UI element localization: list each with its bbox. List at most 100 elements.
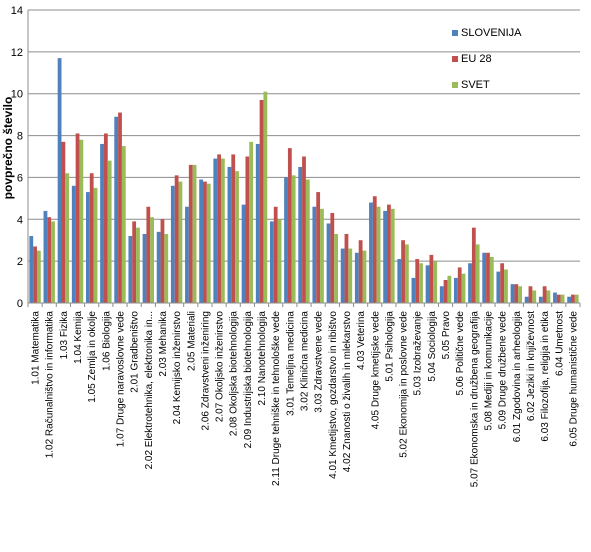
bar [471, 227, 476, 303]
bar [227, 166, 232, 303]
bar [156, 231, 161, 303]
bar [65, 173, 70, 303]
x-category-label: 2.03 Mehanika [158, 311, 169, 377]
x-category-label: 1.07 Druge naravoslovne vede [116, 311, 127, 448]
bar [401, 240, 405, 303]
bar [188, 164, 193, 303]
y-tick-label: 2 [17, 256, 23, 268]
bar [556, 294, 561, 303]
bar [61, 141, 66, 303]
bar [100, 143, 104, 303]
bar [468, 263, 472, 303]
bar [326, 223, 331, 303]
bar [71, 185, 76, 303]
bar [89, 173, 94, 303]
bar [358, 240, 363, 303]
x-category-label: 5.09 Druge družbene vede [498, 311, 509, 430]
bar [429, 254, 434, 303]
bar [107, 160, 112, 303]
bar [235, 171, 239, 303]
x-category-label: 5.08 Mediji in komunikacije [484, 311, 495, 431]
x-category-labels: 1.01 Matematika 1.02 Računalništvo in inf… [31, 311, 580, 488]
bar [170, 185, 175, 303]
bar [362, 250, 367, 303]
bar [344, 233, 349, 303]
bar [415, 259, 420, 303]
bar [443, 279, 448, 303]
bar [150, 217, 155, 303]
bar [136, 227, 140, 303]
x-category-label: 2.02 Elektrotehnika, elektronika in... [144, 311, 155, 469]
bar [43, 210, 48, 303]
x-category-label: 2.11 Druge tehniške in tehnološke vede [271, 311, 282, 486]
bar [121, 146, 126, 303]
x-category-label: 5.01 Psihologija [384, 311, 395, 382]
x-category-label: 2.07 Okoljsko inženirstvo [215, 311, 226, 423]
x-category-label: 1.03 Fizika [59, 311, 70, 360]
bar [93, 187, 98, 303]
bar [178, 181, 183, 303]
bar [241, 204, 246, 303]
bar [411, 277, 416, 303]
bar [546, 290, 551, 303]
x-category-label: 4.05 Druge kmetijske vede [370, 311, 381, 430]
bar [372, 196, 377, 303]
x-category-label: 1.02 Računalništvo in informatika [45, 311, 56, 459]
x-category-label: 3.01 Temeljna medicina [285, 311, 296, 416]
bar [217, 154, 221, 303]
bar [302, 156, 306, 303]
legend-label: SVET [461, 79, 490, 91]
x-category-label: 1.06 Biologija [101, 311, 112, 371]
bar [114, 116, 119, 304]
y-tick-label: 0 [17, 298, 23, 310]
bar [542, 286, 547, 303]
y-tick-labels: 0 2 4 6 8 10 12 14 [11, 5, 23, 310]
x-category-label: 5.07 Ekonomska in družbena geografija [469, 311, 480, 488]
bar [387, 204, 391, 303]
bar [199, 179, 204, 303]
axes [27, 10, 581, 307]
y-tick-label: 4 [17, 214, 23, 226]
y-tick-label: 8 [17, 131, 23, 143]
bar [206, 183, 211, 303]
x-category-label: 5.06 Politične vede [455, 311, 466, 396]
x-category-label: 2.06 Zdravstveni inženiring [200, 311, 211, 431]
x-category-label: 4.02 Znanosti o živalih in mlekarstvo [342, 311, 353, 473]
x-category-label: 2.04 Kemijsko inženirstvo [172, 311, 183, 425]
bar [174, 175, 179, 303]
bar [538, 296, 543, 303]
bar [231, 154, 236, 303]
x-category-label: 2.01 Gradbeništvo [130, 311, 141, 393]
x-category-label: 2.08 Okoljska biotehnologija [229, 311, 240, 437]
bar [369, 202, 373, 303]
bar [553, 292, 557, 303]
bar [433, 261, 438, 303]
bar [518, 286, 523, 303]
bar [185, 206, 189, 303]
bar [376, 206, 381, 303]
x-category-label: 4.01 Kmetijstvo, gozdarstvo in ribištvo [328, 311, 339, 479]
bar [245, 156, 250, 303]
x-category-label: 2.05 Materiali [186, 311, 197, 371]
bar [383, 210, 388, 303]
bar [489, 256, 494, 303]
bar [160, 219, 165, 303]
bar [524, 296, 529, 303]
bar [291, 175, 296, 303]
y-tick-label: 10 [11, 89, 23, 101]
x-category-label: 5.05 Pravo [441, 311, 452, 360]
x-category-label: 6.03 Filozofija, religija in etika [540, 311, 551, 442]
x-category-label: 3.03 Zdravstvene vede [314, 311, 325, 413]
bar [475, 244, 480, 303]
legend-swatch [452, 82, 458, 88]
bar [390, 208, 395, 303]
bar [220, 158, 225, 303]
bar [514, 284, 519, 303]
bar [164, 233, 169, 303]
bar [103, 133, 108, 303]
x-category-label: 5.04 Sociologija [427, 311, 438, 382]
bar [447, 275, 452, 303]
legend: SLOVENIJA EU 28 SVET [452, 27, 522, 91]
bars [29, 58, 579, 304]
